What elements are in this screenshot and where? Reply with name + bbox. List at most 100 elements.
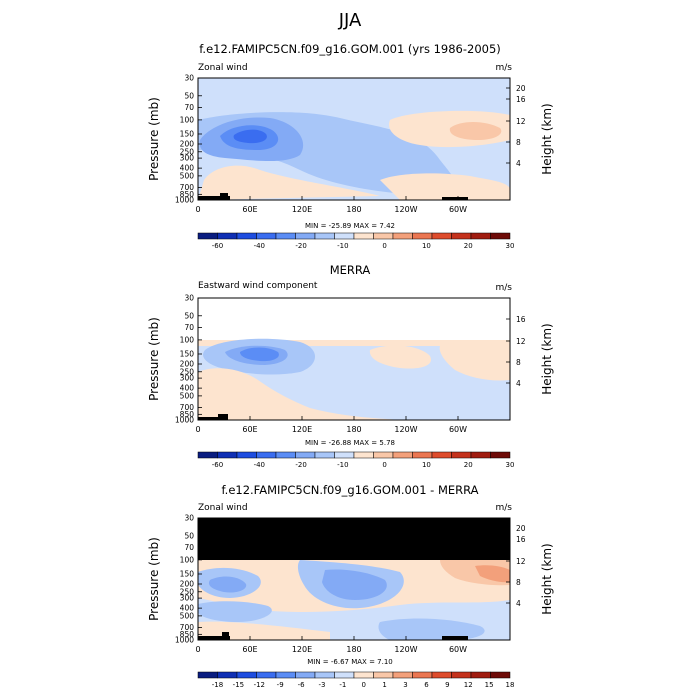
colorbar-label: -10 <box>337 242 348 250</box>
pressure-tick-label: 250 <box>180 367 195 376</box>
pressure-tick-label: 300 <box>180 154 195 163</box>
colorbar-label: -3 <box>318 681 325 689</box>
colorbar-label: -20 <box>295 461 306 469</box>
colorbar-swatch <box>392 671 413 679</box>
colorbar-swatch <box>236 451 257 459</box>
pressure-tick-label: 70 <box>184 543 194 552</box>
colorbar-swatch <box>334 232 355 240</box>
pressure-tick-label: 30 <box>184 514 194 523</box>
longitude-tick-label: 180 <box>346 645 361 654</box>
colorbar-label: 10 <box>422 242 431 250</box>
colorbar-label: 30 <box>506 242 515 250</box>
pressure-tick-label: 50 <box>184 91 194 100</box>
colorbar-swatch <box>236 671 257 679</box>
colorbar-label: 0 <box>362 681 366 689</box>
colorbar-swatch <box>314 232 335 240</box>
panel3-title: f.e12.FAMIPC5CN.f09_g16.GOM.001 - MERRA <box>221 483 479 497</box>
colorbar-swatch <box>217 232 238 240</box>
longitude-tick-label: 120E <box>292 205 312 214</box>
longitude-tick-label: 60W <box>449 425 467 434</box>
colorbar-swatch <box>470 232 491 240</box>
colorbar-label: -40 <box>254 461 265 469</box>
colorbar-label: -15 <box>233 681 244 689</box>
colorbar-swatch <box>353 671 374 679</box>
pressure-tick-label: 250 <box>180 587 195 596</box>
pressure-tick-label: 700 <box>180 183 195 192</box>
height-tick-label: 16 <box>516 535 526 544</box>
colorbar-label: -60 <box>212 461 223 469</box>
pressure-tick-label: 100 <box>180 335 195 344</box>
height-tick-label: 12 <box>516 557 526 566</box>
longitude-tick-label: 60W <box>449 205 467 214</box>
longitude-tick-label: 180 <box>346 425 361 434</box>
pressure-tick-label: 500 <box>180 391 195 400</box>
pressure-tick-label: 400 <box>180 384 195 393</box>
panel3-colorbar: -18 -15 -12 -9 -6 -3 -1 0 1 3 6 9 12 15 18 <box>197 671 514 689</box>
colorbar-swatch <box>217 671 238 679</box>
colorbar-swatch <box>470 671 491 679</box>
colorbar-swatch <box>256 232 277 240</box>
height-tick-label: 12 <box>516 337 526 346</box>
colorbar-swatch <box>490 671 511 679</box>
longitude-tick-label: 120E <box>292 425 312 434</box>
colorbar-swatch <box>353 451 374 459</box>
height-tick-label: 16 <box>516 315 526 324</box>
height-tick-label: 8 <box>516 358 521 367</box>
pressure-tick-label: 50 <box>184 531 194 540</box>
colorbar-swatch <box>197 671 218 679</box>
colorbar-swatch <box>431 232 452 240</box>
colorbar-label: -20 <box>295 242 306 250</box>
panel1-minmax: MIN = -25.89 MAX = 7.42 <box>305 222 395 230</box>
colorbar-label: -12 <box>254 681 265 689</box>
pressure-tick-label: 30 <box>184 294 194 303</box>
height-tick-label: 20 <box>516 84 526 93</box>
height-tick-label: 8 <box>516 138 521 147</box>
pressure-tick-label: 400 <box>180 164 195 173</box>
panel1-variable-label: Zonal wind <box>198 63 248 73</box>
longitude-tick-label: 0 <box>195 425 200 434</box>
colorbar-swatch <box>217 451 238 459</box>
panel1-field <box>198 78 510 200</box>
panel1-title: f.e12.FAMIPC5CN.f09_g16.GOM.001 (yrs 198… <box>199 42 501 56</box>
colorbar-label: 12 <box>464 681 473 689</box>
longitude-tick-label: 0 <box>195 205 200 214</box>
pressure-tick-label: 100 <box>180 115 195 124</box>
colorbar-label: -60 <box>212 242 223 250</box>
height-tick-label: 8 <box>516 578 521 587</box>
panel2-title: MERRA <box>329 263 371 277</box>
longitude-tick-label: 120W <box>394 425 417 434</box>
panel3-minmax: MIN = -6.67 MAX = 7.10 <box>307 658 393 666</box>
pressure-tick-label: 300 <box>180 374 195 383</box>
pressure-tick-label: 850 <box>180 630 195 639</box>
colorbar-swatch <box>314 671 335 679</box>
colorbar-swatch <box>256 451 277 459</box>
height-tick-label: 16 <box>516 95 526 104</box>
colorbar-swatch <box>392 232 413 240</box>
height-tick-label: 20 <box>516 524 526 533</box>
panel2-colorbar: -60 -40 -20 -10 0 10 20 30 <box>197 451 514 469</box>
pressure-tick-label: 250 <box>180 147 195 156</box>
colorbar-swatch <box>353 232 374 240</box>
colorbar-swatch <box>373 671 394 679</box>
pressure-tick-label: 150 <box>180 569 195 578</box>
longitude-tick-label: 180 <box>346 205 361 214</box>
longitude-tick-label: 120E <box>292 645 312 654</box>
panel2-units-label: m/s <box>495 283 513 293</box>
colorbar-swatch <box>275 232 296 240</box>
colorbar-swatch <box>373 451 394 459</box>
longitude-tick-label: 0 <box>195 645 200 654</box>
pressure-tick-label: 70 <box>184 323 194 332</box>
pressure-tick-label: 850 <box>180 410 195 419</box>
panel2-variable-label: Eastward wind component <box>198 281 318 291</box>
pressure-tick-label: 200 <box>180 580 195 589</box>
colorbar-swatch <box>295 232 316 240</box>
colorbar-label: 15 <box>485 681 494 689</box>
pressure-tick-label: 500 <box>180 611 195 620</box>
longitude-tick-label: 60E <box>242 205 257 214</box>
panel2-minmax: MIN = -26.88 MAX = 5.78 <box>305 439 395 447</box>
